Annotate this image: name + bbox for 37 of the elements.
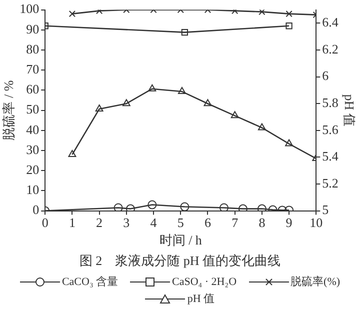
y-tick-label: 100	[20, 1, 40, 16]
x-tick-label: 7	[232, 215, 239, 230]
y-tick-label: 20	[26, 162, 40, 178]
y2-tick-label: 5.6	[322, 122, 339, 137]
y-tick-label: 30	[26, 142, 40, 157]
y-tick-label: 50	[26, 102, 40, 117]
y2-tick-label: 6.4	[322, 14, 339, 30]
y2-tick-label: 6	[322, 68, 330, 84]
y-tick-label: 60	[26, 82, 40, 97]
y2-axis-title: pH 值	[342, 94, 357, 126]
x-tick-label: 1	[68, 215, 76, 230]
legend-label: pH 值	[187, 292, 215, 306]
x-tick-label: 6	[204, 215, 212, 230]
legend-label: 脱硫率(%)	[290, 274, 340, 289]
x-axis-title: 时间 / h	[159, 232, 202, 248]
y-tick-label: 70	[26, 62, 40, 77]
x-tick-label: 5	[177, 215, 184, 230]
y2-tick-label: 5.2	[322, 175, 338, 190]
y-tick-label: 0	[32, 202, 40, 218]
y-axis-title: 脱硫率 / %	[1, 80, 16, 140]
y-tick-label: 10	[26, 182, 40, 198]
y-tick-label: 80	[26, 41, 40, 56]
x-tick-label: 9	[286, 215, 292, 230]
y2-tick-label: 6.2	[322, 41, 338, 56]
x-tick-label: 10	[310, 215, 323, 230]
x-tick-label: 3	[123, 215, 130, 230]
y2-tick-label: 5.8	[322, 95, 338, 110]
legend-label: CaSO₄ · 2H₂O	[172, 276, 237, 288]
x-tick-label: 8	[258, 215, 266, 230]
x-tick-label: 2	[96, 215, 103, 230]
legend-label: CaCO₃ 含量	[62, 275, 118, 289]
text: 图 2 浆液成分随 pH 值的变化曲线	[78, 252, 282, 270]
x-tick-label: 4	[150, 215, 158, 230]
y2-tick-label: 5.4	[322, 148, 339, 164]
y-tick-label: 90	[26, 21, 40, 36]
y-tick-label: 40	[26, 122, 40, 137]
y2-tick-label: 5	[322, 202, 329, 218]
